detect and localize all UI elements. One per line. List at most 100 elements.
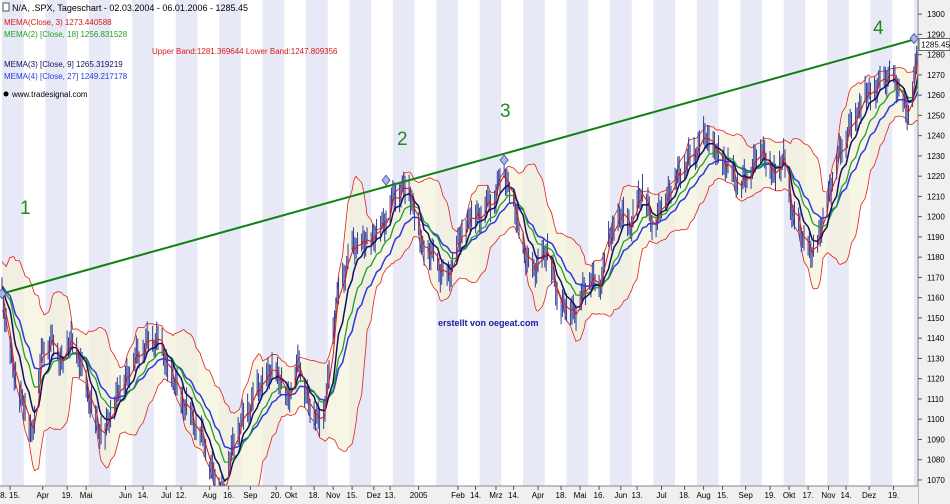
x-tick-label: 18. [309, 491, 320, 500]
x-tick-label: 19. [888, 491, 899, 500]
x-tick-label: 14. [841, 491, 852, 500]
y-tick-label: 1250 [927, 111, 945, 120]
x-tick-label: Apr [36, 491, 49, 500]
price-tag-label: 1285.45 [921, 41, 950, 50]
y-tick-label: 1130 [927, 354, 945, 363]
x-tick-label: Feb [451, 491, 465, 500]
x-tick-label: Jul [161, 491, 171, 500]
x-axis-panel [0, 486, 918, 504]
lower-band [1, 115, 919, 504]
wave-label: 4 [873, 18, 884, 39]
wave-label: 2 [397, 129, 408, 150]
x-tick-label: 12. [176, 491, 187, 500]
period-stripe [783, 0, 806, 486]
x-tick-label: 19. [765, 491, 776, 500]
y-tick-label: 1230 [927, 152, 945, 161]
x-tick-label: 20. [271, 491, 282, 500]
x-tick-label: 15. [717, 491, 728, 500]
trendline [1, 37, 919, 295]
x-tick-label: 8. 15. [0, 491, 20, 500]
x-tick-label: Aug [696, 491, 710, 500]
x-tick-label: Okt [783, 491, 796, 500]
legend-item: MEMA(3) [Close, 9] 1265.319219 [4, 60, 123, 69]
x-tick-label: 15. [347, 491, 358, 500]
y-tick-label: 1090 [927, 435, 945, 444]
x-tick-label: 18. [679, 491, 690, 500]
x-tick-label: Apr [532, 491, 545, 500]
y-tick-label: 1240 [927, 132, 945, 141]
wave-labels: 1 2 3 4 [0, 18, 919, 300]
mema-9 [1, 74, 919, 483]
x-tick-label: Dez [862, 491, 876, 500]
last-price-tag: 1285.45 [918, 38, 950, 51]
x-tick-label: 17. [803, 491, 814, 500]
mema-27 [1, 90, 919, 450]
legend-item: MEMA(4) [Close, 27] 1249.217178 [4, 72, 128, 81]
x-tick-label: Mrz [489, 491, 502, 500]
y-tick-label: 1170 [927, 273, 945, 282]
x-axis: 8. 15. Apr 19. Mai Jun 14. Jul 12. Aug 16. Sep 20. O… [0, 486, 899, 500]
y-tick-label: 1190 [927, 233, 945, 242]
y-tick-label: 1210 [927, 192, 945, 201]
x-tick-label: 2005 [410, 491, 428, 500]
wave-marker-icon [499, 154, 509, 166]
mema-3 [1, 55, 919, 494]
x-tick-label: 18. [556, 491, 567, 500]
wave-marker-icon [381, 174, 391, 186]
x-tick-label: Mai [574, 491, 587, 500]
x-tick-label: 13. [632, 491, 643, 500]
y-tick-label: 1080 [927, 456, 945, 465]
x-tick-label: Dez [367, 491, 381, 500]
period-stripe [696, 0, 719, 486]
x-tick-label: Jul [656, 491, 666, 500]
wave-label: 1 [20, 198, 31, 219]
y-tick-label: 1200 [927, 213, 945, 222]
price-tag-box [918, 38, 950, 51]
y-tick-label: 1270 [927, 71, 945, 80]
x-tick-label: Okt [285, 491, 298, 500]
chart-title: N/A, .SPX, Tageschart - 02.03.2004 - 06.… [12, 3, 248, 13]
x-tick-label: Mai [80, 491, 93, 500]
legend-item: MEMA(Close, 3) 1273.440588 [4, 18, 112, 27]
x-tick-label: 14. [138, 491, 149, 500]
period-stripe [653, 0, 676, 486]
legend-item: MEMA(2) [Close, 18] 1256.831528 [4, 30, 128, 39]
y-tick-label: 1220 [927, 172, 945, 181]
x-tick-label: Jun [119, 491, 132, 500]
period-stripe [740, 0, 762, 486]
x-tick-label: 13. [385, 491, 396, 500]
moving-averages [1, 55, 919, 494]
y-axis-panel [918, 0, 950, 504]
y-tick-label: 1300 [927, 10, 945, 19]
indicator-legend: MEMA(Close, 3) 1273.440588 MEMA(2) [Close… [4, 18, 128, 81]
x-tick-label: 19. [62, 491, 73, 500]
y-tick-label: 1100 [927, 415, 945, 424]
x-tick-label: Sep [739, 491, 754, 500]
chart-header: N/A, .SPX, Tageschart - 02.03.2004 - 06.… [2, 2, 338, 99]
y-tick-label: 1140 [927, 334, 945, 343]
period-stripe [913, 0, 918, 486]
x-tick-label: Jun [614, 491, 627, 500]
source-label: www.tradesignal.com [11, 90, 88, 99]
source-bullet-icon [3, 91, 9, 97]
y-tick-label: 1260 [927, 91, 945, 100]
period-stripe [219, 0, 241, 486]
band-values: Upper Band:1281.369644 Lower Band:1247.8… [152, 47, 338, 56]
x-tick-label: 14. [508, 491, 519, 500]
x-tick-label: 14. [470, 491, 481, 500]
upper-band [1, 49, 919, 414]
x-tick-label: Nov [326, 491, 340, 500]
x-tick-label: 16. [594, 491, 605, 500]
period-stripe [566, 0, 589, 486]
x-tick-label: 16. [223, 491, 234, 500]
y-tick-label: 1110 [927, 395, 944, 404]
y-tick-label: 1160 [927, 294, 945, 303]
wave-marker-icon [909, 32, 919, 45]
wave-marker-icon [0, 287, 7, 300]
y-tick-label: 1120 [927, 375, 945, 384]
chart-title-icon [2, 2, 10, 12]
x-tick-label: Sep [243, 491, 258, 500]
watermark: erstellt von oegeat.com [438, 318, 539, 328]
x-tick-label: Aug [203, 491, 217, 500]
